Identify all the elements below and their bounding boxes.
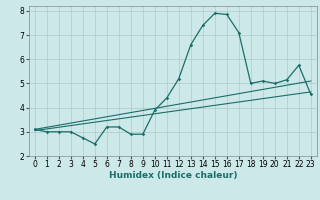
X-axis label: Humidex (Indice chaleur): Humidex (Indice chaleur) <box>108 171 237 180</box>
